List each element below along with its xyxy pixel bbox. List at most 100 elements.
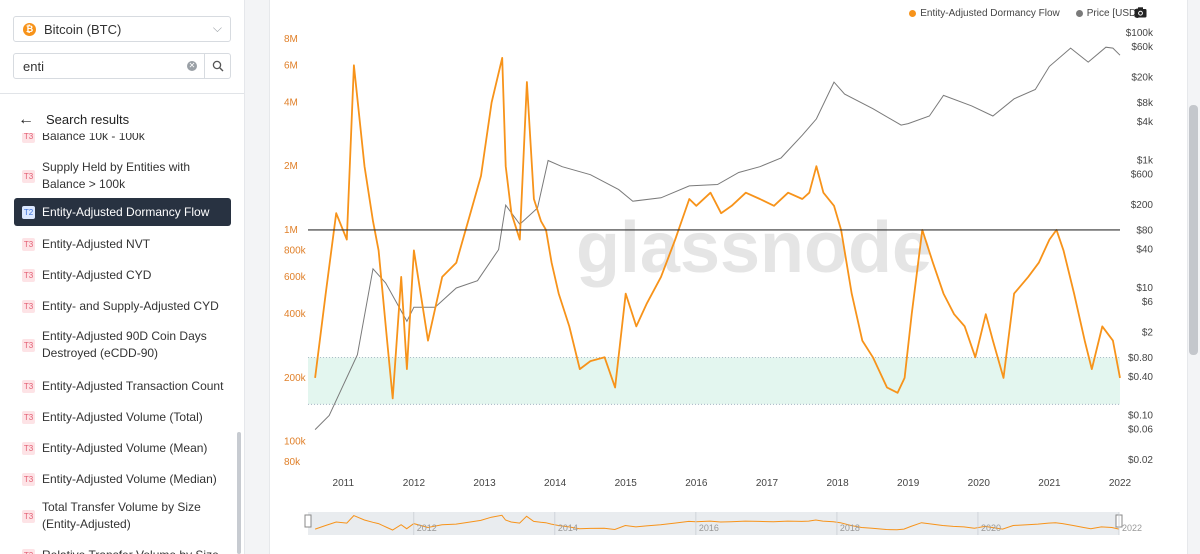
metric-label: Entity-Adjusted Volume (Median) — [42, 471, 217, 486]
metric-list-item[interactable]: T3 Entity-Adjusted NVT — [14, 231, 231, 257]
results-header-label: Search results — [46, 112, 130, 127]
right-tick-label: $4k — [1137, 117, 1154, 128]
sidebar: ₿ Bitcoin (BTC) ⌵ enti ✕ ← Search result… — [0, 0, 245, 554]
right-tick-label: $0.02 — [1128, 455, 1153, 466]
metric-label: Entity-Adjusted CYD — [42, 267, 152, 282]
tier-badge: T3 — [22, 548, 35, 554]
right-tick-label: $0.40 — [1128, 372, 1153, 383]
navigator-bg — [308, 512, 1119, 535]
metric-list-item[interactable]: T3 Balance 10k - 100k — [14, 133, 231, 147]
tier-badge: T3 — [22, 268, 35, 282]
x-tick-label: 2019 — [897, 478, 920, 489]
x-tick-label: 2020 — [968, 478, 991, 489]
right-tick-label: $1k — [1137, 156, 1154, 167]
left-tick-label: 6M — [284, 60, 298, 71]
metric-list-item[interactable]: T3 Relative Transfer Volume by Size — [14, 543, 231, 554]
metric-label: Entity-Adjusted 90D Coin Days Destroyed … — [42, 329, 207, 360]
chart-svg[interactable]: glassnode 8M 6M 4M 2M 1M 800k 600k 400k 200k 100k 8… — [270, 0, 1189, 554]
tier-badge: T3 — [22, 299, 35, 313]
tier-badge: T3 — [22, 410, 35, 424]
right-tick-label: $20k — [1131, 73, 1154, 84]
left-tick-label: 80k — [284, 457, 301, 468]
sidebar-scrollbar[interactable] — [237, 432, 241, 554]
x-tick-label: 2021 — [1038, 478, 1061, 489]
right-tick-label: $6 — [1142, 297, 1154, 308]
left-tick-label: 2M — [284, 161, 298, 172]
x-tick-label: 2018 — [826, 478, 849, 489]
navigator-tick-label: 2020 — [981, 523, 1001, 533]
results-header[interactable]: ← Search results — [18, 110, 130, 128]
page-scrollbar[interactable] — [1189, 105, 1198, 355]
metric-label: Total Transfer Volume by Size (Entity-Ad… — [42, 500, 201, 531]
metric-label: Entity-Adjusted Volume (Mean) — [42, 440, 208, 455]
tier-badge: T3 — [22, 237, 35, 251]
x-tick-label: 2013 — [473, 478, 496, 489]
tier-badge: T3 — [22, 472, 35, 486]
right-tick-label: $200 — [1131, 200, 1154, 211]
metric-list-item[interactable]: T3 Total Transfer Volume by Size (Entity-… — [14, 497, 231, 535]
search-field[interactable]: enti ✕ — [13, 53, 231, 79]
left-tick-label: 800k — [284, 245, 307, 256]
search-button[interactable] — [204, 54, 230, 78]
right-tick-label: $10 — [1136, 283, 1153, 294]
camera-icon[interactable] — [1134, 7, 1147, 18]
search-icon — [212, 60, 223, 72]
right-tick-label: $0.06 — [1128, 425, 1153, 436]
metric-list-item[interactable]: T3 Entity- and Supply-Adjusted CYD — [14, 293, 231, 319]
tier-badge: T3 — [22, 379, 35, 393]
metric-list-item[interactable]: T3 Entity-Adjusted 90D Coin Days Destroye… — [14, 326, 231, 364]
metric-label: Relative Transfer Volume by Size — [42, 547, 219, 554]
asset-label: Bitcoin (BTC) — [44, 21, 122, 37]
legend-label: Entity-Adjusted Dormancy Flow — [920, 8, 1060, 19]
navigator-tick-label: 2022 — [1122, 523, 1142, 533]
tier-badge: T3 — [22, 169, 35, 183]
left-tick-label: 8M — [284, 34, 298, 45]
bitcoin-icon: ₿ — [23, 22, 36, 36]
navigator-tick-label: 2018 — [840, 523, 860, 533]
right-tick-label: $0.80 — [1128, 353, 1153, 364]
metric-label: Balance 10k - 100k — [42, 133, 145, 143]
search-input[interactable]: enti — [23, 58, 44, 74]
right-tick-label: $600 — [1131, 170, 1154, 181]
x-tick-label: 2011 — [333, 478, 355, 489]
right-tick-label: $100k — [1126, 28, 1154, 39]
metric-list-item[interactable]: T3 Entity-Adjusted CYD — [14, 262, 231, 288]
x-tick-label: 2015 — [615, 478, 638, 489]
x-tick-label: 2017 — [756, 478, 779, 489]
tier-badge: T3 — [22, 133, 35, 143]
metric-list-item[interactable]: T3 Entity-Adjusted Volume (Total) — [14, 404, 231, 430]
left-tick-label: 400k — [284, 309, 307, 320]
legend-dot — [909, 10, 917, 17]
metric-label: Entity-Adjusted Dormancy Flow — [42, 204, 210, 219]
right-tick-label: $0.10 — [1128, 410, 1153, 421]
legend-item-dormancy[interactable]: Entity-Adjusted Dormancy Flow — [909, 8, 1060, 19]
x-tick-label: 2016 — [685, 478, 708, 489]
clear-icon[interactable]: ✕ — [187, 61, 197, 71]
metric-list-item[interactable]: T3 Entity-Adjusted Volume (Mean) — [14, 435, 231, 461]
left-tick-label: 200k — [284, 373, 307, 384]
asset-select[interactable]: ₿ Bitcoin (BTC) ⌵ — [13, 16, 231, 42]
chart-panel: Entity-Adjusted Dormancy Flow Price [USD… — [269, 0, 1188, 554]
price-line — [314, 46, 1121, 430]
metric-list-item[interactable]: T3 Entity-Adjusted Volume (Median) — [14, 466, 231, 492]
chart-legend: Entity-Adjusted Dormancy Flow Price [USD… — [909, 8, 1139, 19]
legend-item-price[interactable]: Price [USD] — [1075, 8, 1139, 19]
navigator-line — [314, 514, 1120, 531]
navigator-tick-label: 2012 — [417, 523, 437, 533]
back-arrow-icon[interactable]: ← — [18, 110, 34, 128]
metric-list[interactable]: T3 Balance 10k - 100k T3 Supply Held by Ent… — [0, 133, 240, 554]
watermark: glassnode — [576, 208, 932, 288]
right-tick-label: $60k — [1131, 42, 1154, 53]
chevron-down-icon: ⌵ — [212, 21, 222, 35]
tier-badge: T3 — [22, 338, 35, 352]
metric-list-item[interactable]: T3 Entity-Adjusted Transaction Count — [14, 373, 231, 399]
metric-list-item[interactable]: T3 Supply Held by Entities with Balance >… — [14, 157, 231, 195]
metric-list-item[interactable]: T2 Entity-Adjusted Dormancy Flow — [14, 198, 231, 226]
metric-label: Entity-Adjusted Transaction Count — [42, 378, 224, 393]
x-tick-label: 2022 — [1109, 478, 1132, 489]
metric-label: Entity-Adjusted Volume (Total) — [42, 409, 203, 424]
right-tick-label: $40 — [1136, 245, 1153, 256]
x-tick-label: 2012 — [403, 478, 426, 489]
x-tick-label: 2014 — [544, 478, 567, 489]
right-tick-label: $80 — [1136, 225, 1153, 236]
